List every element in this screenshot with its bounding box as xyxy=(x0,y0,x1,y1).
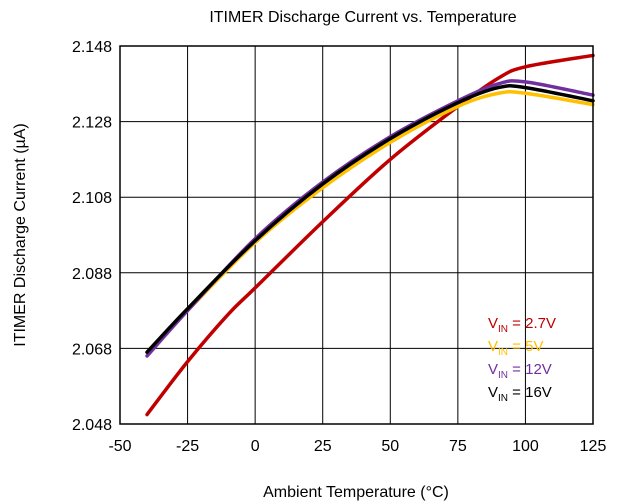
y-tick-label: 2.128 xyxy=(72,115,112,132)
series-line-2 xyxy=(145,89,595,354)
x-tick-labels: -50 -25 0 25 50 75 100 125 xyxy=(108,438,606,455)
x-tick-label: 125 xyxy=(580,438,607,455)
plot-frame xyxy=(119,45,594,425)
legend-entry-3: VIN = 12V xyxy=(488,361,552,381)
legend-entry-4: VIN = 16V xyxy=(488,384,552,404)
x-tick-label: 0 xyxy=(251,438,260,455)
series-line-1 xyxy=(145,53,595,417)
y-axis-label: ITIMER Discharge Current (µA) xyxy=(12,123,29,346)
y-tick-label: 2.068 xyxy=(72,341,112,358)
y-tick-labels: 2.048 2.068 2.088 2.108 2.128 2.148 xyxy=(72,39,112,434)
x-tick-label: 25 xyxy=(314,438,332,455)
x-tick-label: 100 xyxy=(512,438,539,455)
y-tick-label: 2.148 xyxy=(72,39,112,56)
y-tick-label: 2.088 xyxy=(72,266,112,283)
series-group xyxy=(145,53,595,417)
x-tick-label: 75 xyxy=(449,438,467,455)
x-axis-label: Ambient Temperature (°C) xyxy=(263,484,449,501)
chart-title: ITIMER Discharge Current vs. Temperature xyxy=(209,9,516,26)
legend-entry-1: VIN = 2.7V xyxy=(488,315,556,335)
legend: VIN = 2.7V VIN = 5V VIN = 12V VIN = 16V xyxy=(488,315,556,404)
y-tick-label: 2.108 xyxy=(72,190,112,207)
x-tick-label: -25 xyxy=(176,438,199,455)
x-tick-label: -50 xyxy=(108,438,131,455)
legend-entry-2: VIN = 5V xyxy=(488,338,543,358)
x-tick-label: 50 xyxy=(381,438,399,455)
series-line-4 xyxy=(145,84,595,354)
y-tick-label: 2.048 xyxy=(72,417,112,434)
